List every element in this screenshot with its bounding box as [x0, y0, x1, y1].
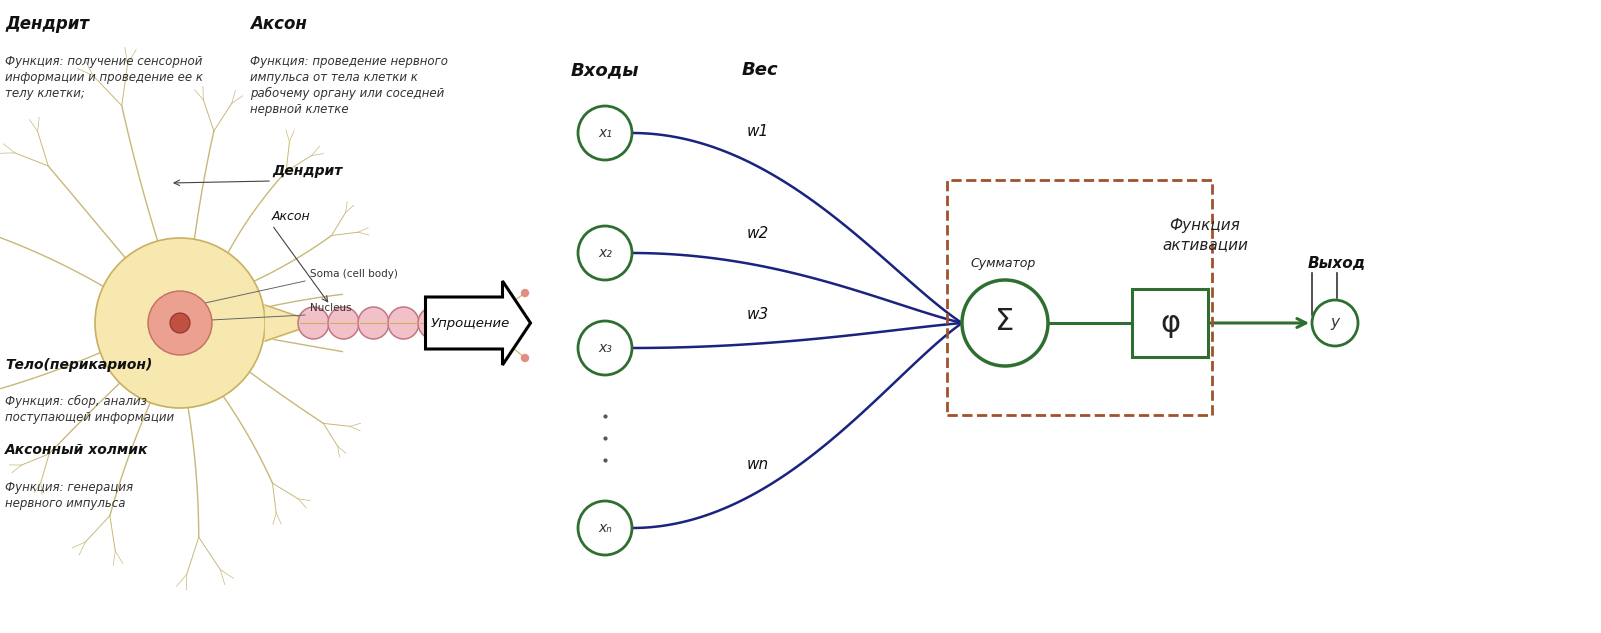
Text: Выход: Выход — [1308, 256, 1366, 271]
Circle shape — [170, 313, 191, 333]
Text: Функция: сбор, анализ
поступающей информации: Функция: сбор, анализ поступающей информ… — [5, 395, 175, 424]
Text: w2: w2 — [746, 227, 768, 241]
Circle shape — [522, 289, 528, 296]
Text: Аксон: Аксон — [250, 15, 307, 33]
Text: wn: wn — [746, 458, 768, 472]
Circle shape — [578, 501, 632, 555]
Ellipse shape — [418, 307, 448, 339]
Text: x₂: x₂ — [599, 246, 612, 260]
Circle shape — [962, 280, 1049, 366]
Text: Аксон: Аксон — [272, 210, 311, 223]
Text: Функция: проведение нервного
импульса от тела клетки к
рабочему органу или сосед: Функция: проведение нервного импульса от… — [250, 55, 448, 116]
FancyBboxPatch shape — [1132, 289, 1209, 357]
Circle shape — [578, 226, 632, 280]
Circle shape — [147, 291, 211, 355]
Circle shape — [578, 106, 632, 160]
Text: Вес: Вес — [741, 61, 778, 79]
Ellipse shape — [298, 307, 328, 339]
Text: Функция
активации: Функция активации — [1162, 218, 1247, 252]
Circle shape — [94, 238, 266, 408]
Text: w3: w3 — [746, 307, 768, 322]
Ellipse shape — [448, 307, 479, 339]
Text: Функция: получение сенсорной
информации и проведение ее к
телу клетки;: Функция: получение сенсорной информации … — [5, 55, 203, 100]
Text: Входы: Входы — [570, 61, 639, 79]
Text: x₃: x₃ — [599, 341, 612, 355]
Text: w1: w1 — [746, 124, 768, 139]
Text: xₙ: xₙ — [599, 521, 612, 535]
Text: Soma (cell body): Soma (cell body) — [311, 269, 399, 279]
Text: Nucleus: Nucleus — [311, 303, 352, 313]
Text: Аксонный холмик: Аксонный холмик — [5, 443, 149, 457]
Text: Функция: генерация
нервного импульса: Функция: генерация нервного импульса — [5, 481, 133, 510]
Ellipse shape — [387, 307, 419, 339]
Text: Упрощение: Упрощение — [431, 316, 509, 330]
Ellipse shape — [359, 307, 389, 339]
Text: Сумматор: Сумматор — [970, 257, 1036, 270]
Text: Дендрит: Дендрит — [5, 15, 90, 33]
Polygon shape — [426, 281, 530, 365]
Circle shape — [1311, 300, 1358, 346]
Circle shape — [522, 320, 528, 327]
Text: Тело(перикарион): Тело(перикарион) — [5, 358, 152, 372]
Circle shape — [522, 354, 528, 361]
Ellipse shape — [328, 307, 359, 339]
Circle shape — [578, 321, 632, 375]
Text: y: y — [1330, 315, 1340, 330]
Text: φ: φ — [1161, 308, 1180, 337]
Text: Σ: Σ — [996, 306, 1015, 335]
Text: Дендрит: Дендрит — [272, 164, 343, 178]
Text: x₁: x₁ — [599, 126, 612, 140]
